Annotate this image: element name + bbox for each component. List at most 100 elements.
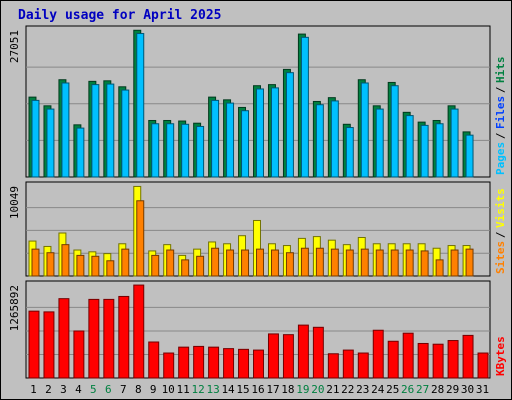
bar-pages-day-14 [226, 102, 235, 178]
bar-sites-day-12 [196, 255, 205, 277]
bar-pages-day-8 [136, 33, 145, 178]
bar-kbytes-day-10 [163, 352, 175, 379]
legend-sites: Sites [494, 241, 507, 274]
bar-pages-day-17 [270, 87, 279, 178]
chart-title: Daily usage for April 2025 [18, 8, 222, 23]
bar-sites-day-14 [226, 249, 235, 277]
bar-pages-day-1 [31, 99, 40, 178]
ymax-label-kbytes: 1265892 [8, 285, 21, 331]
bar-sites-day-18 [285, 252, 294, 277]
x-label-day-30: 30 [461, 383, 474, 396]
bar-pages-day-18 [285, 72, 294, 178]
legend-visits: Visits [494, 188, 507, 228]
bar-pages-day-19 [300, 36, 309, 178]
bar-pages-day-11 [181, 123, 190, 178]
bar-sites-day-16 [256, 248, 264, 277]
bar-sites-day-2 [46, 252, 55, 277]
bar-kbytes-day-18 [282, 334, 294, 379]
x-label-day-5: 5 [90, 383, 97, 396]
bar-pages-day-27 [420, 124, 429, 178]
bar-pages-day-2 [46, 108, 55, 178]
bar-sites-day-15 [241, 249, 250, 277]
bar-kbytes-day-20 [312, 326, 324, 379]
x-label-day-17: 17 [266, 383, 279, 396]
bar-sites-day-21 [330, 248, 339, 277]
bar-kbytes-day-13 [208, 346, 220, 379]
bar-kbytes-day-28 [432, 343, 444, 379]
bar-kbytes-day-6 [103, 298, 115, 379]
x-label-day-16: 16 [251, 383, 264, 396]
bar-kbytes-day-2 [43, 311, 55, 379]
bar-kbytes-day-25 [387, 340, 399, 379]
bar-sites-day-22 [345, 249, 354, 277]
bar-sites-day-5 [91, 255, 100, 277]
x-label-day-22: 22 [341, 383, 354, 396]
bar-pages-day-12 [196, 125, 205, 178]
bar-kbytes-day-19 [297, 324, 309, 379]
bar-kbytes-day-8 [133, 284, 145, 379]
legend-separator: / [494, 132, 507, 139]
legend-files: Files [494, 96, 507, 129]
x-label-day-23: 23 [356, 383, 369, 396]
x-label-day-26: 26 [401, 383, 414, 396]
bar-pages-day-15 [241, 110, 250, 178]
bar-sites-day-30 [465, 248, 474, 277]
x-label-day-10: 10 [162, 383, 175, 396]
x-label-day-27: 27 [416, 383, 429, 396]
x-label-day-29: 29 [446, 383, 459, 396]
bar-kbytes-day-16 [253, 349, 264, 379]
bar-sites-day-6 [106, 260, 115, 277]
bar-kbytes-day-30 [462, 334, 474, 379]
bar-pages-day-21 [330, 100, 339, 178]
x-label-day-19: 19 [296, 383, 309, 396]
legend-separator: / [494, 86, 507, 93]
legend-separator: / [494, 231, 507, 238]
bar-sites-day-9 [151, 254, 160, 277]
bar-kbytes-day-7 [118, 295, 130, 379]
x-label-day-11: 11 [177, 383, 190, 396]
x-label-day-28: 28 [431, 383, 444, 396]
bar-sites-day-20 [315, 247, 324, 277]
x-label-day-2: 2 [45, 383, 52, 396]
x-label-day-25: 25 [386, 383, 399, 396]
bar-kbytes-day-17 [267, 333, 279, 379]
bar-kbytes-day-12 [193, 345, 205, 379]
bar-pages-day-9 [151, 123, 160, 178]
x-label-day-8: 8 [135, 383, 142, 396]
ymax-label-hits-files-pages: 27051 [8, 30, 21, 63]
bar-kbytes-day-9 [148, 341, 160, 379]
x-label-day-24: 24 [371, 383, 385, 396]
bar-sites-day-17 [270, 249, 279, 277]
bar-pages-day-22 [345, 127, 354, 178]
bar-pages-day-3 [61, 82, 70, 178]
bar-pages-day-4 [76, 127, 85, 178]
bar-pages-day-28 [435, 123, 444, 178]
bar-kbytes-day-24 [372, 329, 384, 379]
bar-sites-day-26 [405, 249, 414, 277]
bar-kbytes-day-22 [342, 349, 354, 379]
bar-pages-day-23 [360, 82, 369, 178]
x-label-day-9: 9 [150, 383, 157, 396]
bar-pages-day-16 [256, 88, 264, 178]
legend-hits: Hits [494, 57, 507, 84]
bar-sites-day-27 [420, 250, 429, 277]
bar-pages-day-24 [375, 108, 384, 178]
bar-kbytes-day-26 [402, 332, 414, 379]
bar-pages-day-30 [465, 134, 474, 178]
x-label-day-4: 4 [75, 383, 82, 396]
bar-sites-day-4 [76, 254, 85, 277]
ymax-label-visits-sites: 10049 [8, 186, 21, 219]
legend-kbytes: KBytes [494, 336, 507, 376]
bar-kbytes-day-3 [58, 298, 70, 379]
x-label-day-14: 14 [221, 383, 235, 396]
x-label-day-3: 3 [60, 383, 67, 396]
bar-pages-day-7 [121, 89, 130, 178]
bar-sites-day-3 [61, 244, 70, 277]
bar-sites-day-1 [31, 248, 40, 277]
bar-sites-day-10 [166, 249, 175, 277]
bar-sites-day-11 [181, 259, 190, 277]
bar-sites-day-13 [211, 247, 220, 277]
bar-sites-day-8 [136, 200, 145, 277]
x-label-day-15: 15 [236, 383, 249, 396]
